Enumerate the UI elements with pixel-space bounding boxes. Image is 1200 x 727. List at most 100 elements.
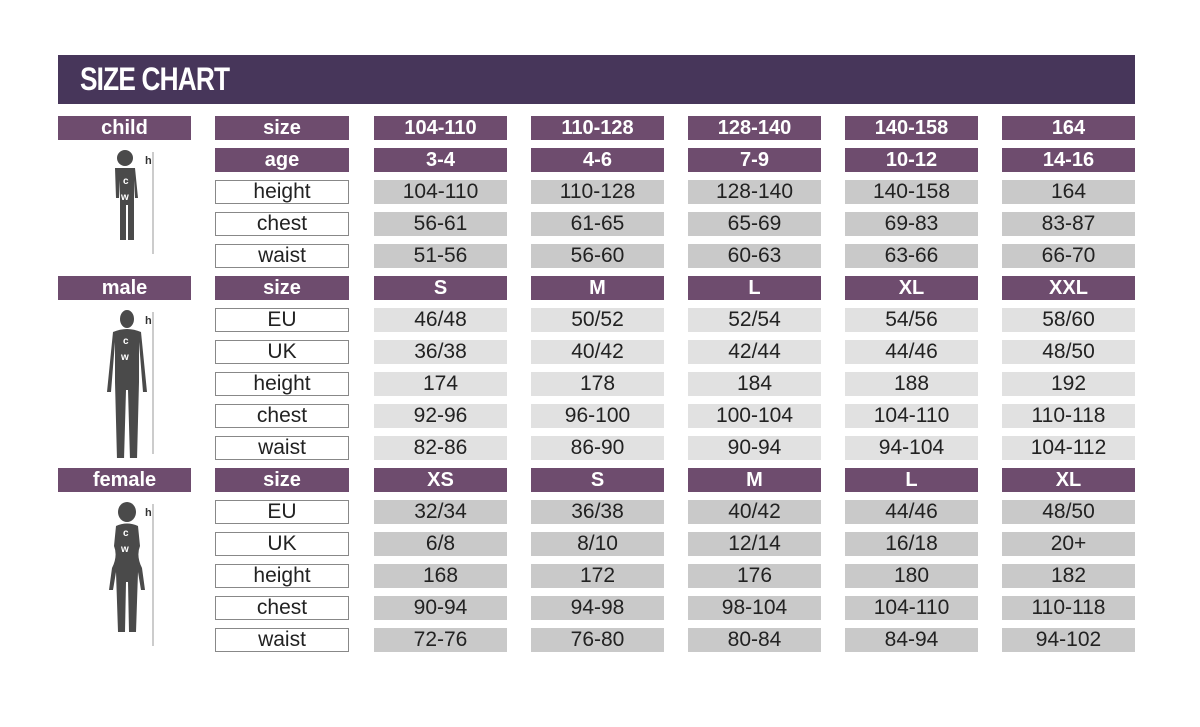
group-label-child: child bbox=[58, 116, 191, 140]
value-cell: 100-104 bbox=[688, 404, 821, 428]
size-header-cell: 164 bbox=[1002, 116, 1135, 140]
value-cell: 188 bbox=[845, 372, 978, 396]
size-header-cell: S bbox=[374, 276, 507, 300]
value-cell: 76-80 bbox=[531, 628, 664, 652]
value-cell: 128-140 bbox=[688, 180, 821, 204]
value-cell: 94-98 bbox=[531, 596, 664, 620]
value-cell: 80-84 bbox=[688, 628, 821, 652]
value-cell: 90-94 bbox=[688, 436, 821, 460]
svg-text:w: w bbox=[120, 544, 129, 555]
size-header-cell: 10-12 bbox=[845, 148, 978, 172]
value-cell: 60-63 bbox=[688, 244, 821, 268]
value-cell: 46/48 bbox=[374, 308, 507, 332]
row-label-waist: waist bbox=[215, 436, 349, 460]
value-cell: 40/42 bbox=[531, 340, 664, 364]
value-cell: 104-110 bbox=[374, 180, 507, 204]
row-label-uk: UK bbox=[215, 340, 349, 364]
svg-text:h: h bbox=[145, 155, 152, 167]
value-cell: 12/14 bbox=[688, 532, 821, 556]
svg-text:h: h bbox=[145, 315, 152, 327]
value-cell: 86-90 bbox=[531, 436, 664, 460]
size-header-cell: XL bbox=[845, 276, 978, 300]
size-header-cell: 104-110 bbox=[374, 116, 507, 140]
value-cell: 52/54 bbox=[688, 308, 821, 332]
value-cell: 192 bbox=[1002, 372, 1135, 396]
value-cell: 54/56 bbox=[845, 308, 978, 332]
size-header-cell: 3-4 bbox=[374, 148, 507, 172]
value-cell: 176 bbox=[688, 564, 821, 588]
value-cell: 110-118 bbox=[1002, 404, 1135, 428]
row-label-height: height bbox=[215, 372, 349, 396]
value-cell: 82-86 bbox=[374, 436, 507, 460]
row-label-size: size bbox=[215, 468, 349, 492]
value-cell: 8/10 bbox=[531, 532, 664, 556]
value-cell: 168 bbox=[374, 564, 507, 588]
title-bar: SIZE CHART bbox=[58, 55, 1135, 104]
value-cell: 140-158 bbox=[845, 180, 978, 204]
row-label-height: height bbox=[215, 180, 349, 204]
svg-text:c: c bbox=[123, 176, 129, 187]
value-cell: 56-60 bbox=[531, 244, 664, 268]
value-cell: 110-128 bbox=[531, 180, 664, 204]
size-header-cell: XS bbox=[374, 468, 507, 492]
child-silhouette-icon: h c w bbox=[103, 148, 163, 263]
svg-text:c: c bbox=[123, 528, 129, 539]
row-label-waist: waist bbox=[215, 244, 349, 268]
value-cell: 6/8 bbox=[374, 532, 507, 556]
row-label-chest: chest bbox=[215, 404, 349, 428]
value-cell: 42/44 bbox=[688, 340, 821, 364]
value-cell: 180 bbox=[845, 564, 978, 588]
value-cell: 32/34 bbox=[374, 500, 507, 524]
value-cell: 56-61 bbox=[374, 212, 507, 236]
value-cell: 96-100 bbox=[531, 404, 664, 428]
row-label-eu: EU bbox=[215, 500, 349, 524]
value-cell: 69-83 bbox=[845, 212, 978, 236]
size-header-cell: L bbox=[688, 276, 821, 300]
value-cell: 104-112 bbox=[1002, 436, 1135, 460]
value-cell: 40/42 bbox=[688, 500, 821, 524]
size-header-cell: 128-140 bbox=[688, 116, 821, 140]
value-cell: 63-66 bbox=[845, 244, 978, 268]
svg-text:w: w bbox=[120, 352, 129, 363]
value-cell: 104-110 bbox=[845, 596, 978, 620]
value-cell: 48/50 bbox=[1002, 340, 1135, 364]
row-label-height: height bbox=[215, 564, 349, 588]
size-header-cell: 14-16 bbox=[1002, 148, 1135, 172]
male-silhouette-icon: h c w bbox=[103, 308, 163, 463]
value-cell: 72-76 bbox=[374, 628, 507, 652]
row-label-chest: chest bbox=[215, 212, 349, 236]
page-title: SIZE CHART bbox=[80, 61, 230, 97]
value-cell: 44/46 bbox=[845, 500, 978, 524]
row-label-chest: chest bbox=[215, 596, 349, 620]
svg-text:w: w bbox=[120, 192, 129, 203]
value-cell: 182 bbox=[1002, 564, 1135, 588]
row-label-eu: EU bbox=[215, 308, 349, 332]
row-label-size: size bbox=[215, 276, 349, 300]
value-cell: 20+ bbox=[1002, 532, 1135, 556]
value-cell: 174 bbox=[374, 372, 507, 396]
svg-text:c: c bbox=[123, 336, 129, 347]
value-cell: 164 bbox=[1002, 180, 1135, 204]
size-header-cell: 140-158 bbox=[845, 116, 978, 140]
row-label-uk: UK bbox=[215, 532, 349, 556]
size-header-cell: S bbox=[531, 468, 664, 492]
value-cell: 66-70 bbox=[1002, 244, 1135, 268]
value-cell: 178 bbox=[531, 372, 664, 396]
svg-text:h: h bbox=[145, 507, 152, 519]
value-cell: 50/52 bbox=[531, 308, 664, 332]
value-cell: 94-102 bbox=[1002, 628, 1135, 652]
value-cell: 90-94 bbox=[374, 596, 507, 620]
size-header-cell: 7-9 bbox=[688, 148, 821, 172]
value-cell: 58/60 bbox=[1002, 308, 1135, 332]
row-label-age: age bbox=[215, 148, 349, 172]
value-cell: 110-118 bbox=[1002, 596, 1135, 620]
value-cell: 172 bbox=[531, 564, 664, 588]
size-header-cell: L bbox=[845, 468, 978, 492]
value-cell: 83-87 bbox=[1002, 212, 1135, 236]
value-cell: 92-96 bbox=[374, 404, 507, 428]
size-header-cell: XL bbox=[1002, 468, 1135, 492]
row-label-size: size bbox=[215, 116, 349, 140]
value-cell: 65-69 bbox=[688, 212, 821, 236]
value-cell: 61-65 bbox=[531, 212, 664, 236]
value-cell: 48/50 bbox=[1002, 500, 1135, 524]
